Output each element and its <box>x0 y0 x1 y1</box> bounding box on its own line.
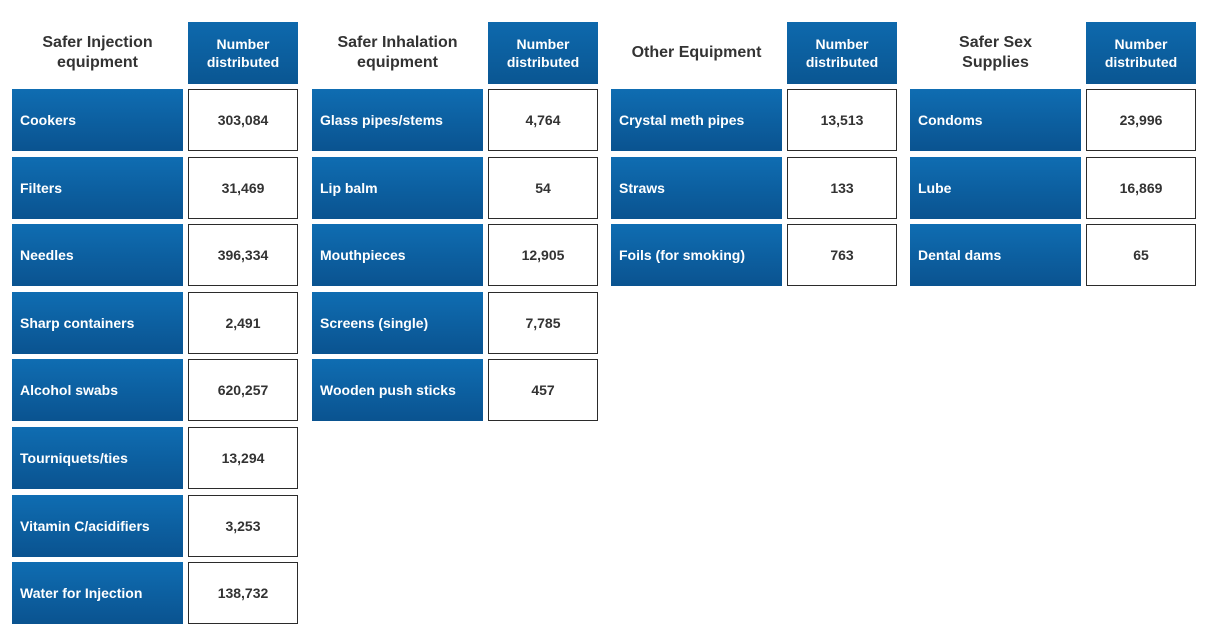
safer-inhalation-value-cell: 4,764 <box>488 89 598 151</box>
safer-injection-category-label: Alcohol swabs <box>12 359 183 421</box>
safer-injection-category-label: Sharp containers <box>12 292 183 354</box>
safer-inhalation-category-label: Wooden push sticks <box>312 359 483 421</box>
safer-injection-value-cell: 3,253 <box>188 495 298 557</box>
other-equipment-value-cell: 763 <box>787 224 897 286</box>
safer-injection-value-cell: 31,469 <box>188 157 298 219</box>
safer-inhalation-value-cell: 457 <box>488 359 598 421</box>
safer-sex-value-cell: 23,996 <box>1086 89 1196 151</box>
safer-inhalation-category-label: Lip balm <box>312 157 483 219</box>
safer-sex-group-title: Safer Sex Supplies <box>959 34 1032 71</box>
safer-injection-category-label: Cookers <box>12 89 183 151</box>
safer-sex-column-header: Number distributed <box>1086 22 1196 84</box>
safer-injection-category-label: Vitamin C/acidifiers <box>12 495 183 557</box>
other-equipment-category-label: Crystal meth pipes <box>611 89 782 151</box>
safer-inhalation-value-cell: 7,785 <box>488 292 598 354</box>
other-equipment-group-title: Other Equipment <box>631 44 762 61</box>
safer-injection-group-title: Safer Injection equipment <box>42 34 153 71</box>
safer-sex-category-label: Dental dams <box>910 224 1081 286</box>
safer-inhalation-value-cell: 12,905 <box>488 224 598 286</box>
safer-injection-value-cell: 138,732 <box>188 562 298 624</box>
safer-inhalation-column-header: Number distributed <box>488 22 598 84</box>
safer-inhalation-value-cell: 54 <box>488 157 598 219</box>
safer-injection-value-cell: 13,294 <box>188 427 298 489</box>
safer-injection-column-header: Number distributed <box>188 22 298 84</box>
safer-inhalation-category-label: Screens (single) <box>312 292 483 354</box>
safer-inhalation-category-label: Glass pipes/stems <box>312 89 483 151</box>
other-equipment-value-cell: 13,513 <box>787 89 897 151</box>
other-equipment-value-cell: 133 <box>787 157 897 219</box>
safer-inhalation-group-title: Safer Inhalation equipment <box>337 34 458 71</box>
safer-sex-category-label: Lube <box>910 157 1081 219</box>
safer-sex-category-label: Condoms <box>910 89 1081 151</box>
safer-injection-value-cell: 303,084 <box>188 89 298 151</box>
safer-injection-category-label: Filters <box>12 157 183 219</box>
safer-injection-category-label: Water for Injection <box>12 562 183 624</box>
safer-sex-value-cell: 16,869 <box>1086 157 1196 219</box>
other-equipment-category-label: Straws <box>611 157 782 219</box>
safer-injection-category-label: Needles <box>12 224 183 286</box>
safer-inhalation-category-label: Mouthpieces <box>312 224 483 286</box>
safer-injection-category-label: Tourniquets/ties <box>12 427 183 489</box>
safer-injection-value-cell: 620,257 <box>188 359 298 421</box>
other-equipment-category-label: Foils (for smoking) <box>611 224 782 286</box>
safer-injection-value-cell: 2,491 <box>188 292 298 354</box>
other-equipment-column-header: Number distributed <box>787 22 897 84</box>
safer-injection-value-cell: 396,334 <box>188 224 298 286</box>
safer-sex-value-cell: 65 <box>1086 224 1196 286</box>
